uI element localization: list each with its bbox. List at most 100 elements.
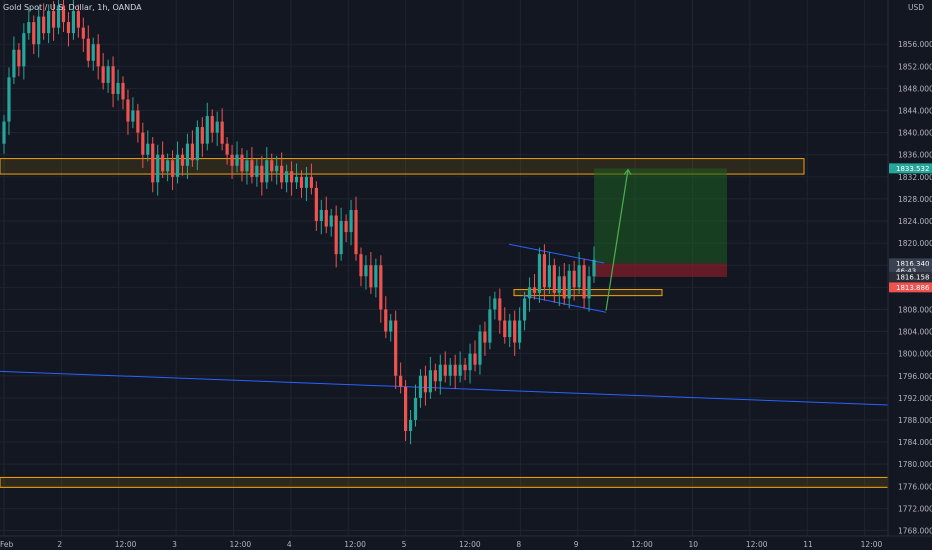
candle-body <box>71 11 76 34</box>
currency-label: USD <box>908 3 924 12</box>
candle-body <box>498 298 502 321</box>
candle-body <box>359 254 363 277</box>
price-tick-label: 1792.000 <box>898 394 932 403</box>
candle-body <box>518 320 522 343</box>
candle-body <box>423 375 428 393</box>
price-tick-label: 1848.000 <box>898 84 932 93</box>
price-tick-label: 1808.000 <box>898 305 932 314</box>
candle-body <box>488 309 492 343</box>
candle-body <box>513 320 517 343</box>
candle-body <box>428 370 432 393</box>
candle-body <box>136 110 140 133</box>
price-tick-label: 1856.000 <box>898 40 932 49</box>
candle-body <box>235 154 239 166</box>
candle-body <box>304 176 309 188</box>
candle-body <box>319 209 323 222</box>
candle-body <box>493 298 497 310</box>
candle-body <box>280 165 284 183</box>
time-axis-ticks: Feb 2 12:00 3 12:00 4 12:00 5 12:00 8 9 12:00 10 12:0… <box>0 540 882 549</box>
price-tick-label: 1772.000 <box>898 504 932 513</box>
price-tick-label: 1768.000 <box>898 526 932 535</box>
price-tag-label: 1813.886 <box>896 284 930 292</box>
candle-body <box>458 364 462 376</box>
candle-body <box>185 143 190 166</box>
candle-body <box>61 5 66 23</box>
candle-body <box>463 364 467 371</box>
candle-body <box>443 364 447 376</box>
price-tag-label: 1816.340 <box>896 260 929 268</box>
candlestick-series <box>2 0 596 445</box>
price-tick-label: 1824.000 <box>898 217 932 226</box>
time-tick-label: 3 <box>172 540 177 549</box>
projection-arrow <box>605 169 629 311</box>
time-tick-label: 12:00 <box>344 540 366 549</box>
candle-body <box>394 320 398 376</box>
candle-body <box>250 160 254 177</box>
time-tick-label: 11 <box>803 540 813 549</box>
time-axis[interactable] <box>0 535 932 550</box>
candle-body <box>329 215 333 227</box>
price-tick-label: 1796.000 <box>898 372 932 381</box>
candle-body <box>141 132 145 155</box>
candle-body <box>324 209 328 227</box>
price-tick-label: 1844.000 <box>898 107 932 116</box>
candle-body <box>126 99 130 122</box>
price-tick-label: 1820.000 <box>898 239 932 248</box>
price-tick-label: 1780.000 <box>898 460 932 469</box>
candle-body <box>76 11 80 28</box>
candle-body <box>66 22 71 34</box>
candle-body <box>418 375 423 398</box>
candle-body <box>270 160 274 172</box>
target-zone <box>594 168 727 264</box>
price-tag <box>889 258 932 269</box>
price-tag <box>889 265 932 276</box>
grid-lines <box>0 0 888 536</box>
candle-body <box>215 121 219 133</box>
candle-body <box>289 171 294 183</box>
time-tick-label: 10 <box>689 540 699 549</box>
candle-body <box>473 353 477 365</box>
time-tick-label: 5 <box>402 540 407 549</box>
candle-body <box>592 259 596 277</box>
price-tick-label: 1828.000 <box>898 195 932 204</box>
candle-body <box>91 44 95 61</box>
candle-body <box>537 254 542 293</box>
candle-body <box>542 254 547 288</box>
price-tag <box>889 163 932 174</box>
candle-body <box>195 127 199 161</box>
candle-body <box>260 165 264 183</box>
time-tick-label: 12:00 <box>746 540 768 549</box>
candle-body <box>116 82 120 94</box>
time-tick-label: 12:00 <box>861 540 883 549</box>
time-tick-label: Feb <box>0 540 14 549</box>
price-tick-label: 1784.000 <box>898 438 932 447</box>
candle-body <box>190 143 195 161</box>
candle-body <box>255 165 259 177</box>
projection-arrow-head <box>623 168 632 176</box>
price-zone <box>0 476 899 488</box>
candle-body <box>314 187 318 222</box>
candle-body <box>275 165 279 172</box>
candle-body <box>111 66 115 94</box>
candle-body <box>220 121 224 144</box>
candle-body <box>106 66 110 83</box>
candle-body <box>389 320 393 332</box>
price-tag-label: 46:43 <box>896 267 916 275</box>
candle-body <box>146 143 150 155</box>
candle-body <box>433 370 437 382</box>
candle-body <box>532 287 537 293</box>
candle-body <box>225 143 229 155</box>
candle-body <box>349 209 353 233</box>
candle-body <box>483 331 487 343</box>
flag-upper-line <box>508 243 605 264</box>
time-tick-label: 9 <box>574 540 579 549</box>
trendline <box>0 370 889 406</box>
candle-body <box>22 33 26 67</box>
candle-body <box>557 276 561 293</box>
candle-body <box>32 22 36 45</box>
candle-body <box>210 116 214 133</box>
time-tick-label: 12:00 <box>115 540 137 549</box>
candle-body <box>438 364 442 382</box>
